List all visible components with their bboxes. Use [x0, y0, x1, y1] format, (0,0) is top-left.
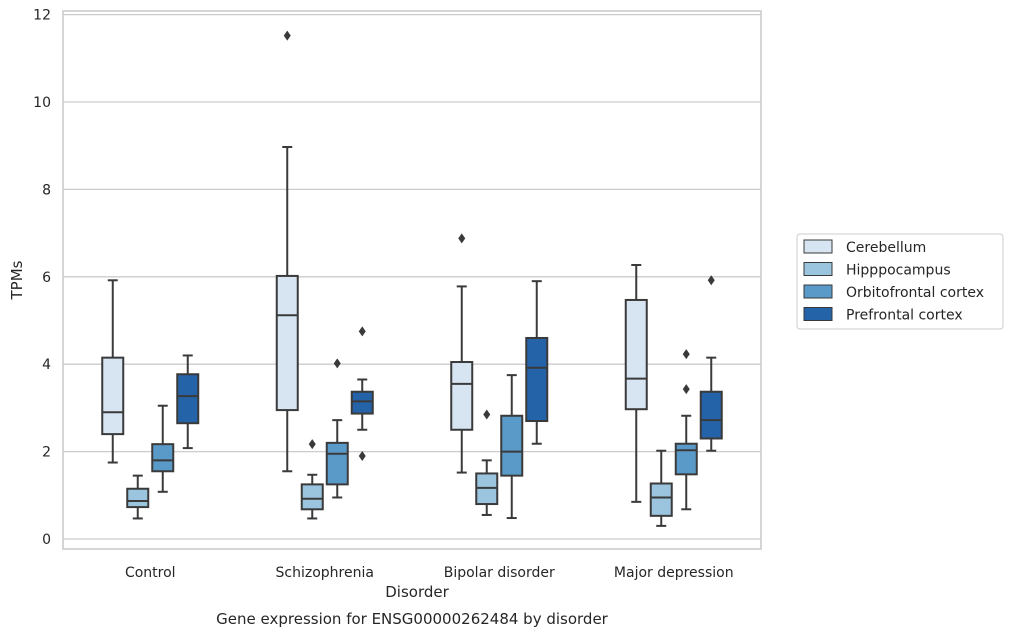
outlier-point: [358, 326, 366, 337]
gridlines: [63, 13, 761, 540]
plot-area: [63, 11, 761, 549]
box: [126, 487, 150, 509]
y-tick-label: 4: [42, 357, 51, 373]
box: [176, 373, 200, 425]
chart-caption: Gene expression for ENSG00000262484 by d…: [216, 610, 609, 628]
x-tick-label: Schizophrenia: [276, 565, 374, 581]
y-axis-label: TPMs: [8, 260, 26, 300]
x-tick-label: Control: [125, 565, 176, 581]
outlier-point: [682, 384, 690, 395]
legend-label: Orbitofrontal cortex: [846, 285, 984, 301]
legend-frame: [796, 233, 1004, 330]
outlier-point: [707, 275, 715, 286]
outlier-point: [283, 30, 291, 41]
y-axis-ticks: 0 2 4 6 8 10 12: [33, 8, 51, 548]
y-tick-label: 6: [42, 270, 51, 286]
legend-label: Cerebellum: [846, 240, 926, 256]
box: [300, 483, 324, 511]
box: [325, 441, 349, 486]
box: [350, 390, 374, 415]
legend-label: Hipppocampus: [846, 263, 951, 279]
outlier-point: [358, 450, 366, 461]
y-tick-label: 2: [42, 445, 51, 461]
box: [649, 482, 673, 517]
box: [101, 356, 125, 436]
y-tick-label: 12: [33, 8, 51, 24]
x-tick-label: Bipolar disorder: [444, 565, 555, 581]
y-tick-label: 0: [42, 532, 51, 548]
box: [674, 442, 698, 476]
box: [699, 390, 723, 440]
legend: Cerebellum Hipppocampus Orbitofrontal cort…: [796, 233, 1004, 330]
outlier-point: [483, 409, 491, 420]
outlier-point: [333, 358, 341, 369]
legend-swatch: [803, 307, 833, 321]
x-axis-ticks: Control Schizophrenia Bipolar disorder Majo…: [125, 565, 734, 581]
x-axis-label: Disorder: [385, 583, 449, 601]
box: [275, 274, 299, 412]
plot-frame: [62, 10, 762, 550]
legend-swatch: [803, 284, 833, 299]
outlier-point: [682, 349, 690, 360]
outlier-point: [458, 233, 466, 244]
box: [500, 414, 524, 477]
x-tick-label: Major depression: [614, 565, 734, 581]
outlier-point: [308, 439, 316, 450]
legend-label: Prefrontal cortex: [846, 308, 963, 324]
legend-swatch: [803, 262, 833, 276]
box: [525, 336, 549, 423]
legend-swatch: [803, 239, 833, 254]
y-tick-label: 8: [42, 182, 51, 198]
box: [624, 298, 648, 411]
y-tick-label: 10: [33, 95, 51, 111]
box: [450, 361, 474, 431]
box: [151, 443, 175, 473]
box-series: [101, 30, 723, 527]
